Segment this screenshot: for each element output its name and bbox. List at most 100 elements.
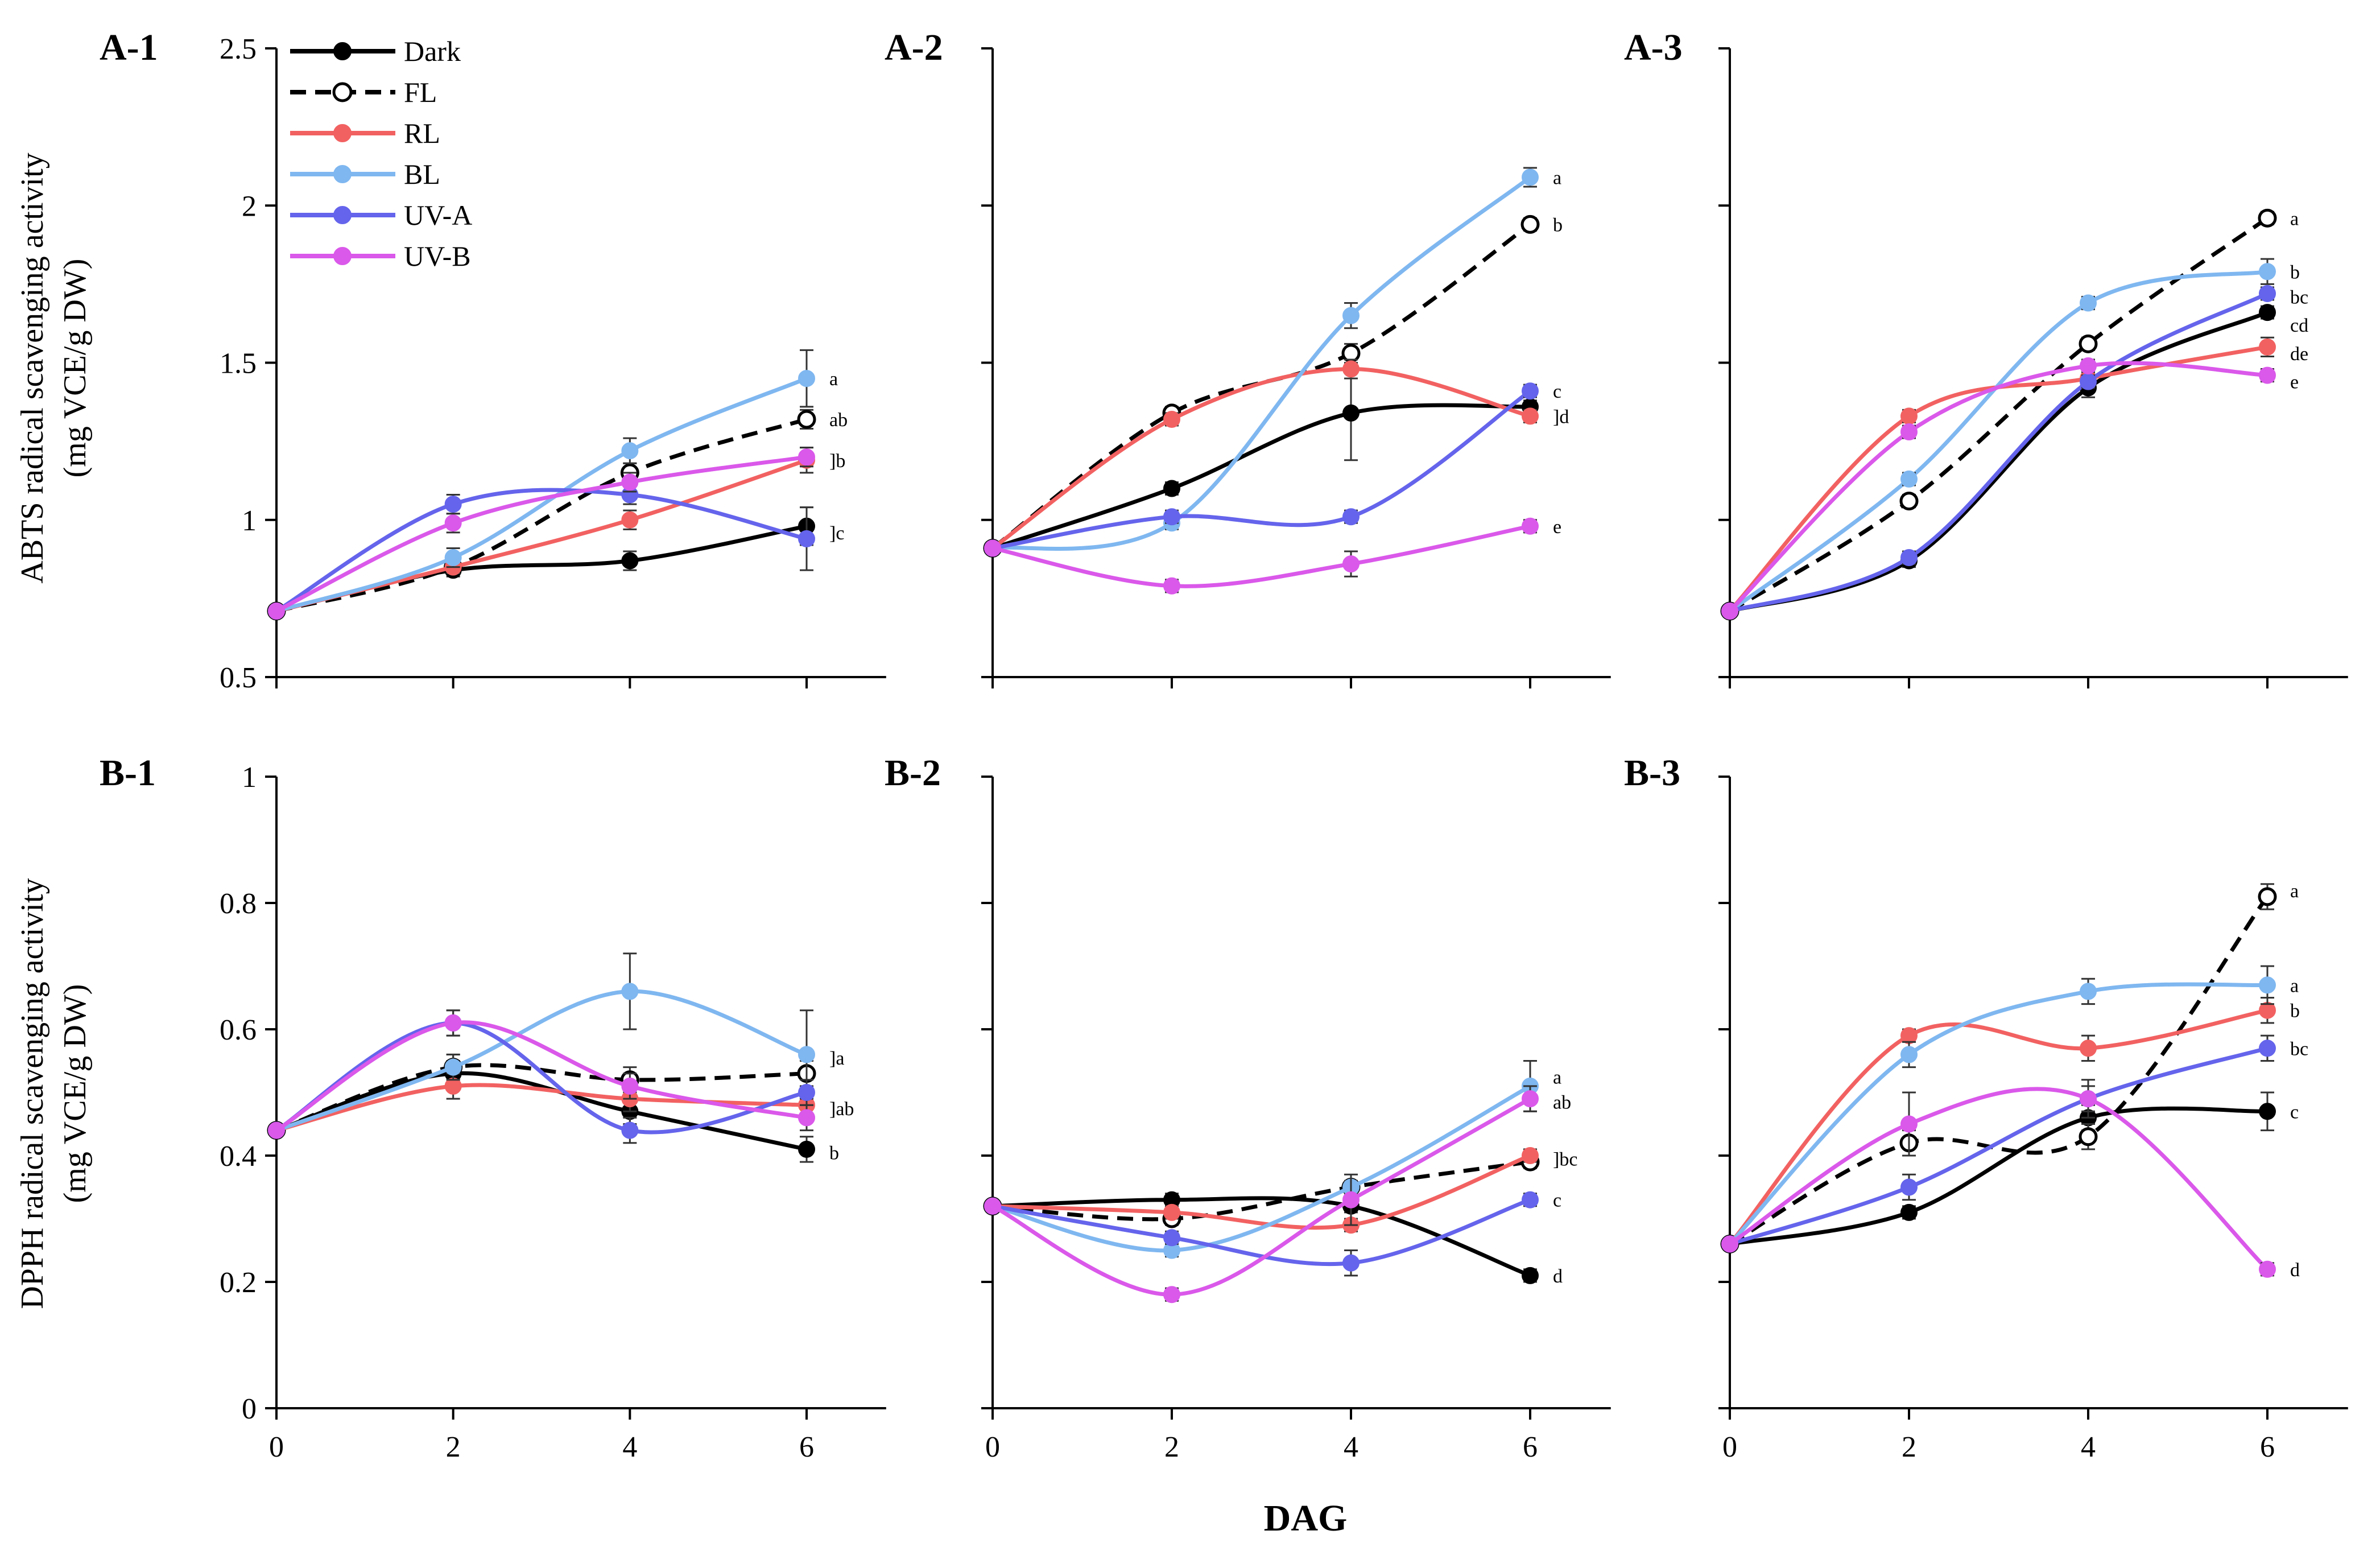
- x-tick-label: 0: [269, 1431, 284, 1463]
- series-fl: [267, 409, 816, 621]
- data-point-uv-b: [984, 1197, 1001, 1215]
- data-point-rl: [1163, 1203, 1180, 1221]
- legend-item-uv-a: UV-A: [290, 199, 472, 231]
- series-fl: [267, 1053, 816, 1140]
- significance-label: a: [2290, 881, 2299, 902]
- panel-a-3: A-3 a b bc cd de e: [1624, 27, 2348, 688]
- x-tick-label: 6: [2260, 1431, 2275, 1463]
- data-point-fl: [1899, 492, 1919, 511]
- data-point-bl: [2080, 983, 2097, 1000]
- series-fl: [983, 215, 1540, 558]
- series-line-dark: [275, 1071, 807, 1152]
- significance-label: bc: [2290, 287, 2308, 308]
- series-line-uv-b: [1729, 1087, 2269, 1271]
- data-point-rl: [1900, 407, 1918, 425]
- y-tick-label: 1: [242, 761, 257, 794]
- significance-label: ]bc: [1553, 1149, 1577, 1170]
- data-point-uv-a: [1342, 508, 1360, 526]
- y-tick-label: 1.5: [220, 348, 257, 380]
- series-line-uv-b: [275, 455, 807, 613]
- data-point-bl: [1900, 470, 1918, 488]
- legend-label: Dark: [404, 35, 461, 67]
- significance-label: ab: [829, 410, 848, 431]
- data-point-bl: [2259, 263, 2276, 281]
- data-point-uv-a: [1163, 508, 1180, 526]
- series-line-fl: [275, 1063, 807, 1132]
- data-point-uv-a: [2080, 373, 2097, 390]
- data-point-uv-b: [621, 1077, 639, 1095]
- series-bl: [984, 167, 1539, 557]
- legend-marker: [333, 165, 352, 183]
- significance-label: c: [1553, 381, 1561, 402]
- legend-label: BL: [404, 158, 440, 190]
- significance-label: a: [2290, 975, 2299, 996]
- data-point-bl: [1522, 168, 1539, 186]
- significance-label: d: [2290, 1260, 2300, 1281]
- x-tick-label: 4: [2081, 1431, 2096, 1463]
- series-line-bl: [275, 376, 808, 613]
- data-point-bl: [798, 1046, 815, 1063]
- series-uv-b: [268, 1009, 815, 1139]
- legend-item-fl: FL: [290, 76, 437, 108]
- data-point-uv-b: [2259, 1260, 2276, 1278]
- series-line-dark: [1729, 310, 2269, 613]
- data-point-rl: [1522, 1147, 1539, 1164]
- series-line-uv-b: [1728, 361, 2268, 613]
- legend-marker: [333, 206, 352, 224]
- data-point-rl: [621, 511, 639, 529]
- data-point-fl: [1520, 215, 1540, 234]
- series-dark: [1721, 304, 2276, 620]
- data-point-uv-a: [798, 530, 815, 547]
- y-axis-label-bottom-line1: DPPH radical scavenging activity: [15, 878, 50, 1309]
- y-axis-label-top-line1: ABTS radical scavenging activity: [15, 152, 50, 583]
- data-point-bl: [798, 370, 815, 387]
- data-point-fl: [2079, 1127, 2098, 1146]
- data-point-dark: [798, 1140, 815, 1158]
- y-tick-label: 1: [242, 505, 257, 537]
- significance-label: b: [829, 1143, 839, 1164]
- significance-label: e: [1553, 517, 1561, 538]
- x-tick-label: 4: [622, 1431, 637, 1463]
- data-point-uv-b: [984, 539, 1001, 557]
- significance-label: b: [2290, 1001, 2300, 1022]
- series-line-fl: [991, 222, 1532, 550]
- series-line-uv-a: [1729, 1046, 2268, 1246]
- x-tick-label: 2: [446, 1431, 461, 1463]
- significance-label: cd: [2290, 315, 2308, 336]
- y-tick-label: 2: [242, 190, 257, 222]
- data-point-uv-a: [1163, 1229, 1180, 1247]
- panels: 0.511.522.5A-1aab]b]cA-2abc]deA-3abbccdd…: [100, 27, 2348, 1463]
- series-line-rl: [992, 1153, 1531, 1230]
- series-line-rl: [276, 1083, 807, 1132]
- data-point-uv-b: [1721, 1235, 1738, 1253]
- legend-item-dark: Dark: [290, 35, 461, 67]
- significance-label: e: [2290, 372, 2299, 393]
- data-point-uv-b: [444, 1014, 462, 1032]
- data-point-dark: [1342, 404, 1360, 422]
- legend-label: UV-A: [404, 199, 472, 231]
- y-tick-label: 0: [242, 1393, 257, 1425]
- data-point-rl: [1163, 410, 1180, 428]
- data-point-uv-b: [1163, 1286, 1180, 1304]
- data-point-rl: [2259, 338, 2276, 356]
- x-tick-label: 6: [799, 1431, 814, 1463]
- significance-label: ]c: [829, 523, 844, 544]
- legend-marker: [333, 247, 352, 265]
- series-line-dark: [992, 1196, 1531, 1278]
- data-point-uv-a: [1522, 1191, 1539, 1209]
- series-bl: [268, 349, 815, 620]
- series-fl: [1720, 883, 2277, 1253]
- data-point-bl: [2080, 294, 2097, 312]
- significance-label: bc: [2290, 1038, 2308, 1059]
- significance-label: a: [2290, 208, 2299, 229]
- data-point-uv-b: [1522, 517, 1539, 535]
- series-uv-b: [1721, 357, 2276, 620]
- legend-marker: [332, 82, 353, 102]
- y-axis-label-top-line2: (mg VCE/g DW): [57, 259, 93, 478]
- series-rl: [1721, 997, 2276, 1253]
- y-tick-label: 0.4: [220, 1140, 257, 1173]
- data-point-uv-a: [1900, 1178, 1918, 1196]
- data-point-uv-b: [268, 1121, 285, 1139]
- series-line-uv-a: [275, 488, 807, 613]
